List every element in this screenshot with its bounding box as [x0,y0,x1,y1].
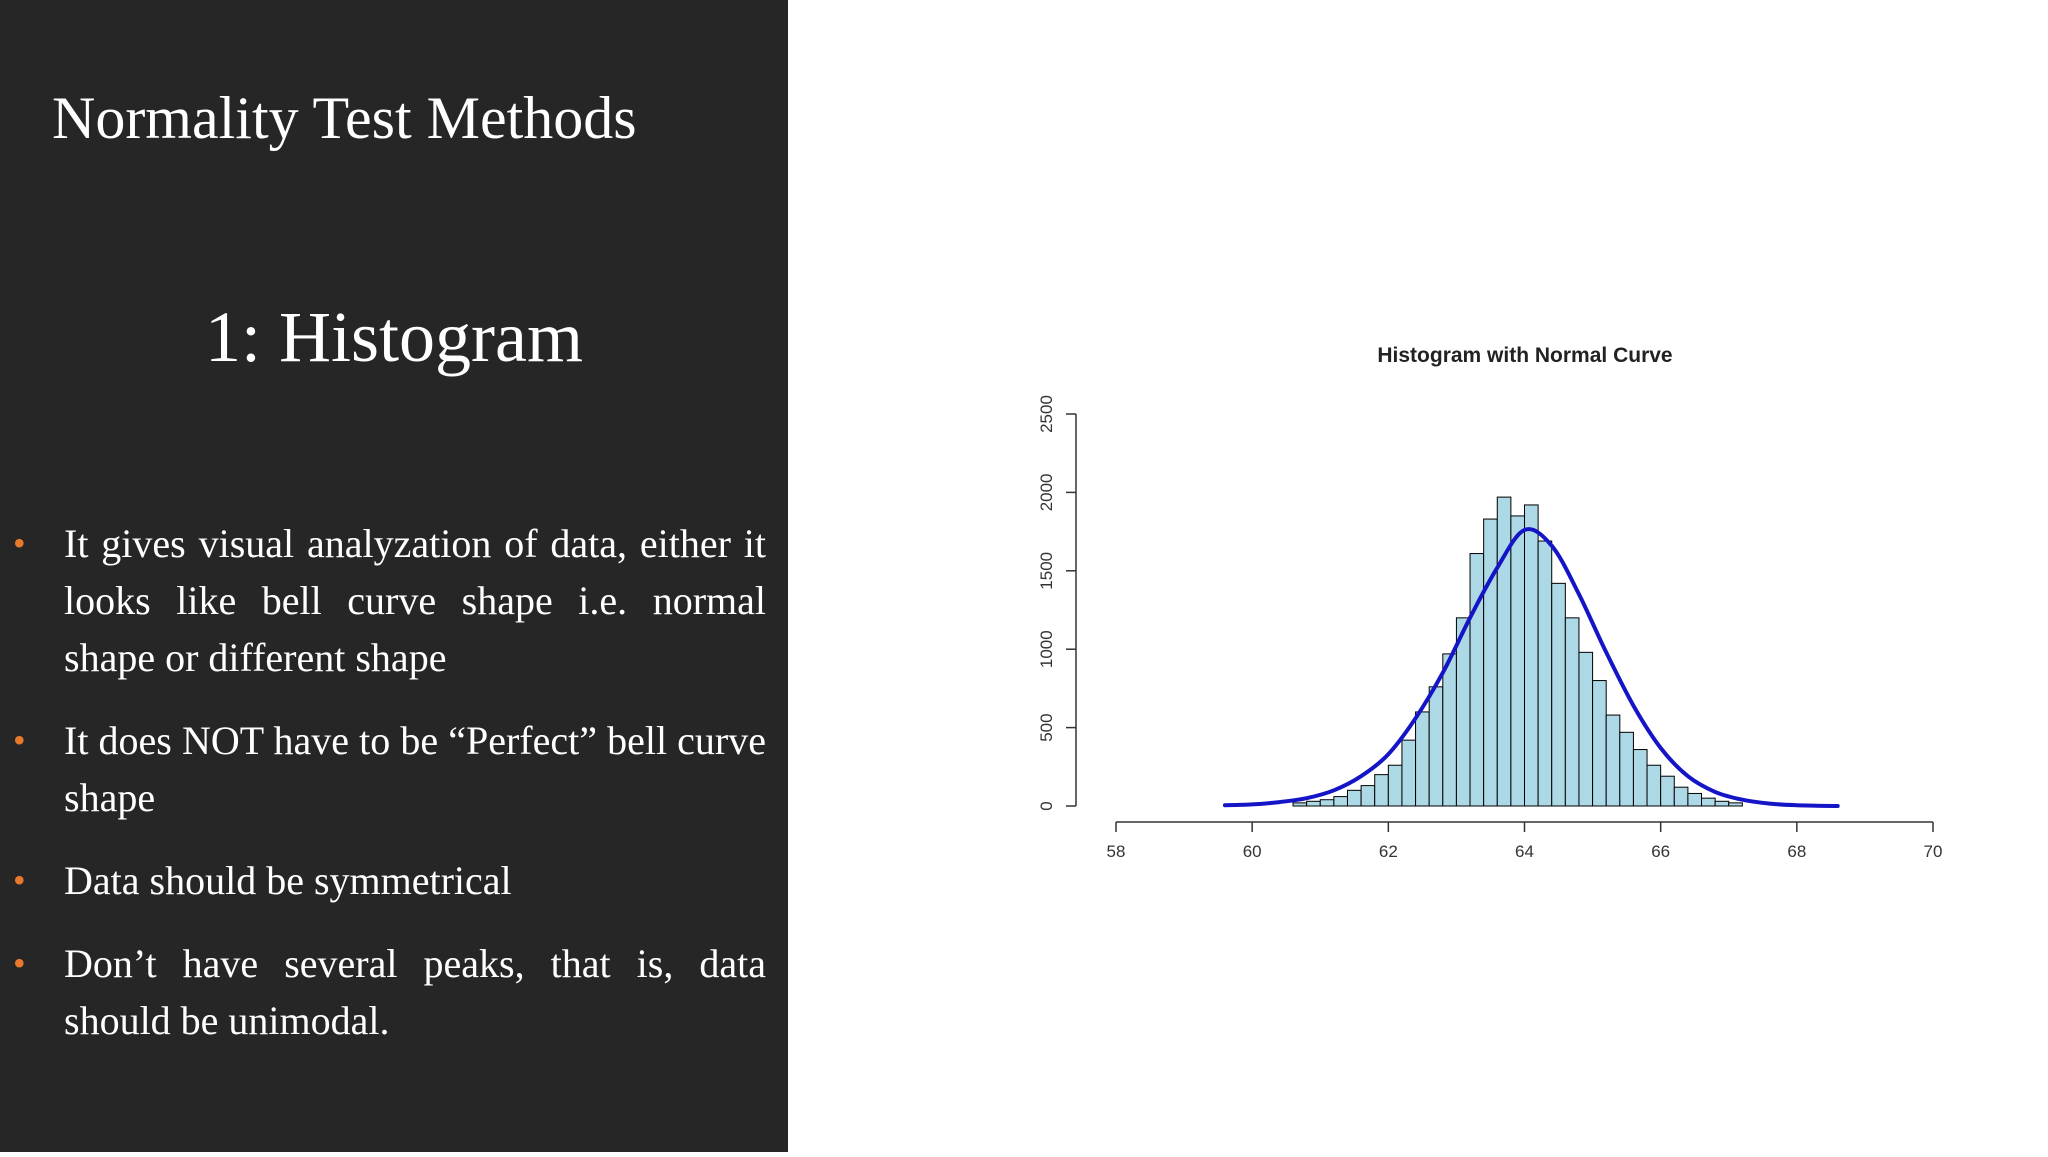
y-tick-label: 0 [1037,801,1056,810]
x-tick-label: 60 [1243,842,1262,861]
bullet-text: Don’t have several peaks, that is, data … [64,941,766,1043]
x-tick-label: 62 [1379,842,1398,861]
chart-title: Histogram with Normal Curve [1377,344,1672,367]
histogram-bar [1346,789,1362,807]
y-tick-label: 1500 [1037,552,1056,590]
histogram-bar [1360,785,1376,807]
histogram-bar [1592,680,1607,807]
histogram-bar [1632,749,1648,807]
histogram-bar [1496,496,1512,807]
histogram-bar [1428,686,1444,807]
histogram-bar [1619,731,1634,807]
y-tick-label: 2500 [1037,395,1056,433]
x-tick-label: 70 [1924,842,1943,861]
section-heading: 1: Histogram [205,297,583,377]
histogram-bar [1605,714,1621,807]
histogram-chart: Histogram with Normal Curve 58 60 62 64 66 68… [1037,344,1943,861]
histogram-bar [1701,797,1716,807]
bullet-text: It does NOT have to be “Perfect” bell cu… [64,718,766,820]
histogram-bar [1292,802,1308,807]
bullet-dot-icon: • [13,860,26,900]
bullet-item: • Don’t have several peaks, that is, data… [0,935,766,1049]
histogram-bar [1564,617,1580,807]
histogram-bar [1387,764,1403,807]
left-panel: Normality Test Methods 1: Histogram • It … [0,0,788,1152]
histogram-bars [1292,496,1743,807]
bullet-item: • It does NOT have to be “Perfect” bell c… [0,712,766,826]
histogram-bar [1442,653,1457,807]
bullet-dot-icon: • [13,720,26,760]
slide-title: Normality Test Methods [52,85,637,151]
histogram-bar [1728,802,1743,807]
histogram-bar [1333,796,1348,807]
x-tick-label: 68 [1787,842,1806,861]
bullet-dot-icon: • [13,523,26,563]
bullet-list: • It gives visual analyzation of data, ei… [0,515,766,1075]
histogram-bar [1483,518,1498,807]
histogram-bar [1714,800,1730,807]
y-axis: 0 500 1000 1500 2000 2500 [1037,395,1077,811]
normal-curve-group [1222,527,1840,808]
x-tick-label: 64 [1515,842,1534,861]
bullet-text: Data should be symmetrical [64,858,512,903]
histogram-bar [1687,792,1703,807]
histogram-bar [1374,774,1389,807]
y-tick-label: 2000 [1037,473,1056,511]
histogram-bar [1415,711,1430,807]
bullet-text: It gives visual analyzation of data, eit… [64,521,766,680]
chart-area: Histogram with Normal Curve 58 60 62 64 66 68… [788,0,2048,1152]
y-tick-label: 1000 [1037,630,1056,668]
histogram-bar [1319,799,1335,807]
histogram-bar [1510,515,1526,807]
histogram-bar [1673,786,1689,807]
bullet-item: • It gives visual analyzation of data, ei… [0,515,766,686]
x-tick-label: 58 [1107,842,1126,861]
histogram-bar [1578,651,1594,807]
histogram-bar [1401,739,1417,807]
x-tick-label: 66 [1651,842,1670,861]
histogram-bar [1646,764,1662,807]
histogram-bar [1455,617,1471,807]
normal-curve-line [1222,527,1840,808]
histogram-bar [1551,582,1566,807]
histogram-bar [1660,775,1675,807]
histogram-bar [1537,540,1553,807]
histogram-bar [1306,800,1321,807]
bullet-item: • Data should be symmetrical [0,852,766,909]
y-tick-label: 500 [1037,713,1056,741]
bullet-dot-icon: • [13,943,26,983]
x-axis: 58 60 62 64 66 68 70 [1107,821,1943,861]
histogram-bar [1524,504,1539,807]
